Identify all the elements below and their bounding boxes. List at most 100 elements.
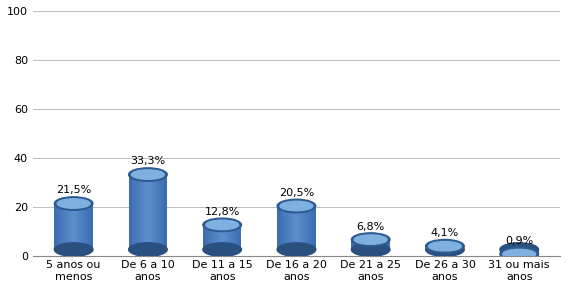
Bar	[522, 249, 523, 254]
Bar	[374, 240, 375, 249]
Text: 6,8%: 6,8%	[357, 221, 385, 231]
Bar	[239, 225, 240, 249]
Ellipse shape	[54, 197, 93, 210]
Bar	[68, 203, 69, 249]
Bar	[65, 203, 66, 249]
Bar	[535, 249, 536, 254]
Bar	[141, 175, 142, 249]
Bar	[278, 206, 279, 249]
Bar	[366, 240, 367, 249]
Bar	[304, 206, 305, 249]
Bar	[311, 206, 312, 249]
Bar	[436, 246, 437, 249]
Bar	[506, 249, 507, 254]
Ellipse shape	[503, 249, 536, 259]
Bar	[280, 206, 281, 249]
Bar	[284, 206, 285, 249]
Ellipse shape	[129, 243, 167, 256]
Bar	[449, 246, 450, 249]
Bar	[354, 240, 356, 249]
Bar	[159, 175, 160, 249]
Bar	[67, 203, 68, 249]
Bar	[518, 249, 519, 254]
Ellipse shape	[500, 247, 539, 261]
Bar	[500, 249, 501, 254]
Bar	[163, 175, 164, 249]
Bar	[459, 246, 460, 249]
Bar	[387, 240, 388, 249]
Bar	[291, 206, 293, 249]
Bar	[146, 175, 147, 249]
Bar	[303, 206, 304, 249]
Text: 12,8%: 12,8%	[205, 207, 240, 217]
Bar	[443, 246, 444, 249]
Bar	[455, 246, 456, 249]
Bar	[505, 249, 506, 254]
Bar	[368, 240, 369, 249]
Bar	[439, 246, 440, 249]
Bar	[313, 206, 314, 249]
Bar	[369, 240, 370, 249]
Bar	[88, 203, 89, 249]
Bar	[233, 225, 234, 249]
Bar	[534, 249, 535, 254]
Bar	[164, 175, 166, 249]
Bar	[356, 240, 357, 249]
Bar	[73, 203, 74, 249]
Bar	[213, 225, 214, 249]
Bar	[152, 175, 153, 249]
Bar	[454, 246, 455, 249]
Bar	[133, 175, 134, 249]
Bar	[370, 240, 371, 249]
Bar	[70, 203, 71, 249]
Bar	[529, 249, 530, 254]
Bar	[129, 175, 130, 249]
Bar	[286, 206, 287, 249]
Bar	[204, 225, 205, 249]
Bar	[386, 240, 387, 249]
Ellipse shape	[354, 235, 387, 244]
Bar	[315, 206, 316, 249]
Bar	[283, 206, 284, 249]
Bar	[87, 203, 88, 249]
Bar	[361, 240, 362, 249]
Bar	[293, 206, 294, 249]
Bar	[301, 206, 302, 249]
Bar	[510, 249, 511, 254]
Bar	[367, 240, 368, 249]
Bar	[63, 203, 64, 249]
Bar	[364, 240, 365, 249]
Bar	[225, 225, 226, 249]
Bar	[148, 175, 149, 249]
Bar	[287, 206, 289, 249]
Bar	[162, 175, 163, 249]
Bar	[150, 175, 151, 249]
Bar	[514, 249, 515, 254]
Bar	[130, 175, 132, 249]
Bar	[375, 240, 376, 249]
Bar	[205, 225, 206, 249]
Bar	[160, 175, 162, 249]
Bar	[429, 246, 430, 249]
Bar	[438, 246, 439, 249]
Bar	[155, 175, 156, 249]
Ellipse shape	[132, 170, 164, 179]
Text: 21,5%: 21,5%	[56, 186, 91, 195]
Ellipse shape	[277, 243, 316, 256]
Bar	[66, 203, 67, 249]
Bar	[145, 175, 146, 249]
Ellipse shape	[277, 199, 316, 213]
Ellipse shape	[426, 243, 464, 256]
Bar	[310, 206, 311, 249]
Bar	[383, 240, 384, 249]
Bar	[151, 175, 152, 249]
Text: 33,3%: 33,3%	[130, 156, 166, 166]
Bar	[521, 249, 522, 254]
Bar	[134, 175, 136, 249]
Bar	[231, 225, 232, 249]
Bar	[229, 225, 230, 249]
Bar	[220, 225, 221, 249]
Bar	[532, 249, 533, 254]
Bar	[533, 249, 534, 254]
Bar	[230, 225, 231, 249]
